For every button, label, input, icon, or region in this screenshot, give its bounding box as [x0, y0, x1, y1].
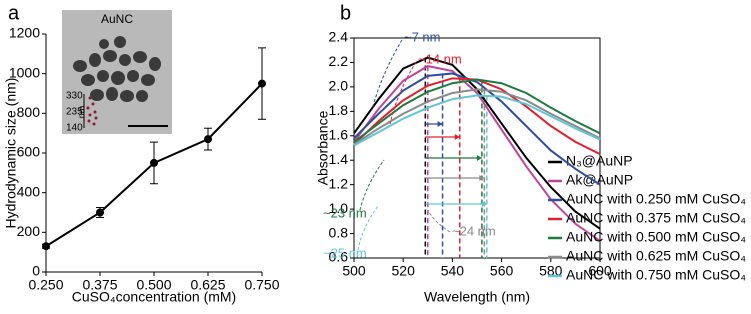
- x-tick-label: 500: [342, 263, 366, 279]
- x-tick-label: 0.625: [190, 277, 225, 293]
- x-tick-label: 600: [588, 263, 612, 279]
- spectrum-line: [353, 65, 601, 242]
- y-tick-label: 1000: [9, 64, 40, 80]
- x-tick-label: 560: [490, 263, 514, 279]
- shift-arrowhead: [479, 175, 485, 181]
- y-tick-label: 800: [17, 104, 41, 120]
- plot-frame: [353, 37, 601, 259]
- y-axis-label: Absorbance: [315, 110, 331, 185]
- data-point: [204, 135, 212, 144]
- x-tick-label: 540: [441, 263, 465, 279]
- y-tick-label: 1.0: [329, 200, 349, 216]
- y-tick-label: 400: [17, 183, 41, 199]
- legend-label: Ak@AuNP: [566, 172, 633, 188]
- y-tick-label: 200: [17, 223, 41, 239]
- legend-label: AuNC with 0.250 mM CuSO₄: [566, 191, 746, 207]
- spectrum-line: [353, 94, 601, 147]
- y-tick-label: 1.8: [329, 102, 349, 118]
- x-tick-label: 0.500: [136, 277, 171, 293]
- annotation: ~24 nm: [452, 223, 496, 238]
- y-tick-label: 2.2: [329, 53, 349, 69]
- x-tick-label: 580: [539, 263, 563, 279]
- y-tick-label: 1.4: [329, 151, 349, 167]
- annotation-arrow: [389, 61, 417, 125]
- shift-arrowhead: [476, 155, 482, 161]
- shift-arrowhead: [437, 121, 443, 127]
- legend-label: AuNC with 0.500 mM CuSO₄: [566, 229, 746, 245]
- y-axis-label: Hydrodynamic size (nm): [3, 78, 19, 229]
- data-point: [150, 158, 158, 167]
- inset-scale-unit: nm: [76, 106, 86, 119]
- spectrum-line: [353, 78, 601, 143]
- data-point: [42, 242, 50, 251]
- y-tick-label: 600: [17, 144, 41, 160]
- inset-label: AuNC: [101, 12, 133, 26]
- x-tick-label: 0.750: [244, 277, 279, 293]
- annotation-arrow: [359, 159, 385, 211]
- panel-label: b: [340, 2, 351, 24]
- y-tick-label: 2.4: [329, 29, 349, 45]
- inset-scale-label: 330: [66, 91, 83, 102]
- x-axis-label: Wavelength (nm): [424, 289, 530, 305]
- spectrum-line: [353, 72, 601, 186]
- y-tick-label: 2.0: [329, 78, 349, 94]
- x-tick-label: 0.250: [28, 277, 63, 293]
- x-tick-label: 520: [392, 263, 416, 279]
- inset-scale-label: 140: [66, 123, 83, 134]
- data-point: [96, 208, 104, 217]
- x-tick-label: 0.375: [82, 277, 117, 293]
- annotation-arrow: [427, 209, 451, 233]
- x-axis-label: CuSO₄concentration (mM): [72, 289, 236, 305]
- y-tick-label: 0.8: [329, 224, 349, 240]
- inset-scale-label: 235: [66, 107, 83, 118]
- size-dots: [86, 96, 98, 126]
- annotation: ~14 nm: [418, 51, 462, 66]
- legend-label: N₃@AuNP: [566, 153, 633, 169]
- y-tick-label: 1200: [9, 25, 40, 41]
- legend-label: AuNC with 0.375 mM CuSO₄: [566, 210, 746, 226]
- y-tick-label: 0.6: [329, 249, 349, 265]
- spectrum-line: [353, 88, 601, 146]
- particles: [73, 36, 161, 102]
- inset: AuNC 330 235 140 nm: [62, 10, 172, 134]
- legend-label: AuNC with 0.625 mM CuSO₄: [566, 248, 746, 264]
- data-point: [258, 79, 266, 88]
- annotation: ~7 nm: [404, 29, 441, 44]
- y-tick-label: 1.2: [329, 175, 349, 191]
- shift-arrowhead: [454, 134, 460, 140]
- annotation: ~23 nm: [323, 205, 367, 220]
- y-tick-label: 1.6: [329, 126, 349, 142]
- annotation: ~25 nm: [323, 245, 367, 260]
- panel-label: a: [8, 2, 20, 24]
- legend-label: AuNC with 0.750 mM CuSO₄: [566, 267, 746, 283]
- shift-arrowhead: [481, 201, 487, 207]
- annotation-arrow: [371, 39, 403, 111]
- y-tick-label: 0: [32, 263, 40, 279]
